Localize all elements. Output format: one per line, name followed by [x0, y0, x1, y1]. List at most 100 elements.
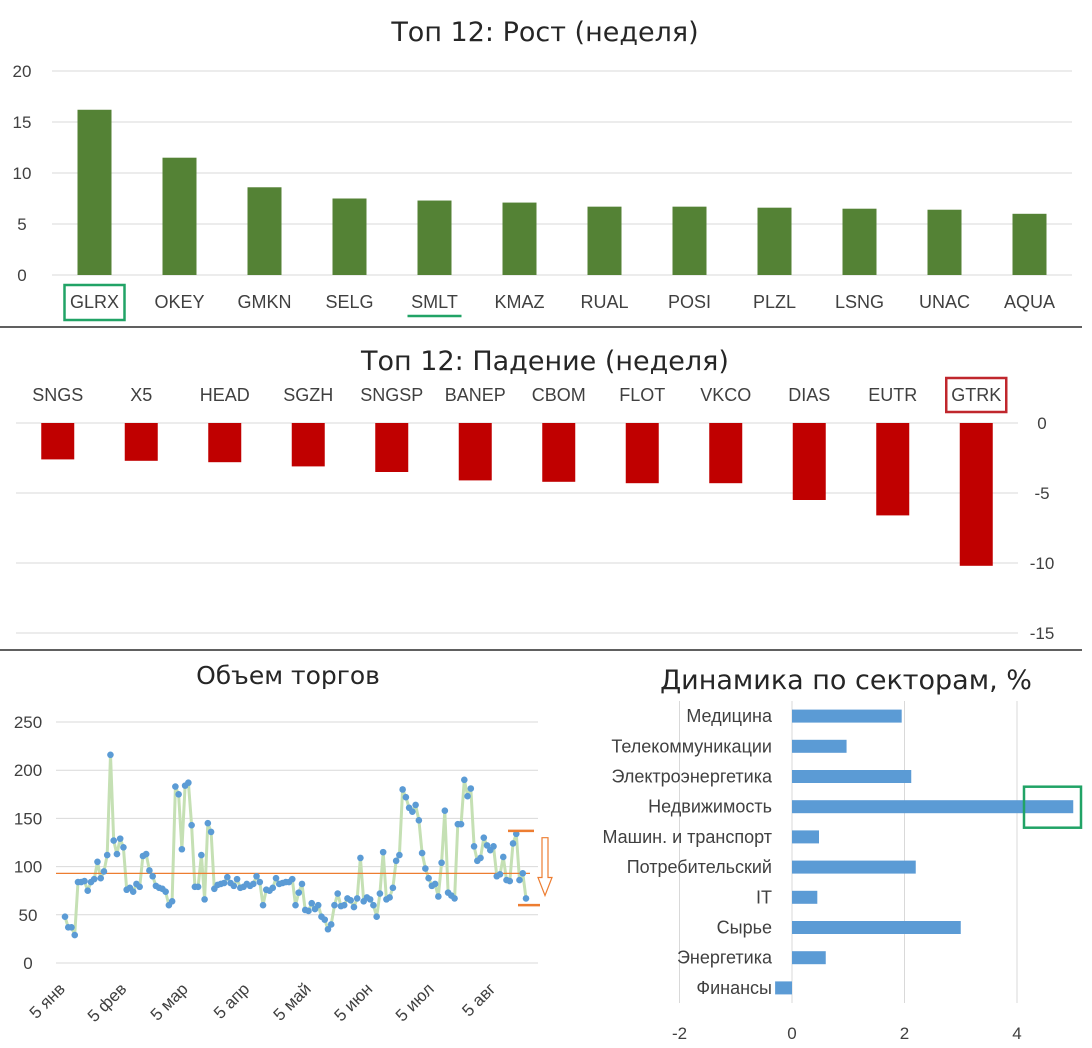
data-point — [207, 828, 215, 836]
y-tick-label: 100 — [14, 858, 42, 877]
x-tick-label: KMAZ — [494, 292, 544, 312]
data-point — [396, 851, 403, 859]
data-point — [415, 817, 423, 824]
data-point — [259, 901, 267, 909]
y-tick-label: 10 — [13, 164, 32, 183]
data-point — [477, 854, 484, 862]
data-point — [431, 880, 439, 888]
x-tick-label: 2 — [900, 1024, 909, 1043]
bar — [458, 423, 492, 481]
data-point — [100, 868, 108, 875]
data-point — [129, 888, 137, 895]
sector-chart: -2 0 2 4 Медицина Телекоммуникации Электроэнер… — [602, 701, 1083, 1043]
data-point — [103, 851, 111, 859]
x-tick-label: POSI — [668, 292, 711, 312]
data-point — [483, 842, 491, 849]
data-point — [308, 899, 316, 907]
data-point — [357, 854, 364, 862]
data-point — [224, 873, 231, 881]
data-point — [90, 875, 98, 883]
data-point — [97, 874, 105, 882]
data-point — [185, 779, 192, 787]
data-point — [347, 897, 354, 904]
data-point — [451, 895, 458, 902]
y-tick-label: IT — [756, 887, 772, 907]
bar — [792, 951, 826, 965]
chart-title-volume: Объем торгов — [196, 661, 380, 690]
x-tick-label: SNGSP — [360, 385, 423, 405]
data-point — [366, 896, 374, 903]
y-tick-label: 200 — [14, 761, 42, 780]
x-tick-label: 0 — [787, 1024, 796, 1043]
data-point — [220, 879, 228, 887]
decline-chart: 0 -5 -10 -15 SNGS X5 HEAD SGZH SNGSP BANEP CBOM FLO… — [16, 376, 1055, 643]
x-tick-label: VKCO — [700, 385, 751, 405]
x-tick-label: BANEP — [445, 385, 506, 405]
data-point — [422, 865, 429, 872]
x-tick-label: EUTR — [868, 385, 917, 405]
bar — [709, 423, 743, 484]
data-point — [516, 876, 523, 884]
bar — [876, 423, 910, 516]
data-point — [509, 840, 517, 847]
data-point — [321, 916, 329, 923]
data-point — [412, 801, 419, 809]
bar — [41, 423, 75, 460]
data-point — [61, 913, 69, 921]
bar — [927, 209, 962, 275]
data-point — [324, 925, 332, 933]
x-tick-label: SGZH — [283, 385, 333, 405]
y-tick-label: Электроэнергетика — [611, 767, 772, 787]
y-tick-label: 0 — [1037, 414, 1046, 433]
x-tick-label: AQUA — [1004, 292, 1055, 312]
bar — [775, 981, 792, 995]
data-point — [370, 901, 377, 909]
bar — [542, 423, 576, 482]
x-tick-label: 5 июл — [392, 979, 438, 1025]
y-tick-label: 20 — [13, 62, 32, 81]
data-point — [340, 901, 348, 909]
highlight-box — [63, 283, 126, 322]
bar — [792, 800, 1074, 814]
data-point — [253, 872, 260, 880]
data-point — [298, 880, 306, 888]
y-tick-label: -10 — [1030, 554, 1055, 573]
bar — [502, 202, 537, 275]
bar — [417, 200, 452, 275]
y-tick-label: Телекоммуникации — [611, 736, 772, 756]
data-point — [425, 874, 432, 882]
data-point — [94, 858, 101, 866]
data-point — [256, 878, 264, 886]
data-point — [292, 901, 299, 909]
bar — [757, 207, 792, 275]
bar — [1012, 213, 1047, 275]
data-point — [376, 890, 384, 897]
x-tick-label: 5 фев — [84, 979, 130, 1025]
bar — [162, 157, 197, 275]
data-point — [499, 853, 507, 861]
data-point — [350, 903, 358, 911]
data-point — [175, 791, 182, 798]
data-point — [142, 850, 150, 858]
data-point — [438, 859, 445, 867]
data-point — [149, 872, 156, 880]
data-point — [461, 776, 468, 784]
data-point — [272, 874, 280, 882]
data-point — [522, 895, 530, 902]
data-point — [379, 848, 387, 856]
data-point — [116, 835, 124, 842]
data-point — [506, 877, 514, 885]
x-tick-label: 5 апр — [210, 979, 253, 1022]
data-point — [389, 884, 397, 892]
data-point — [467, 785, 475, 792]
data-point — [178, 845, 186, 853]
data-point — [120, 844, 127, 851]
x-tick-label: UNAC — [919, 292, 970, 312]
data-point — [198, 851, 205, 859]
data-point — [386, 894, 393, 901]
data-point — [490, 843, 497, 850]
data-point — [305, 907, 312, 915]
y-tick-label: 0 — [17, 266, 26, 285]
bar — [792, 423, 826, 500]
